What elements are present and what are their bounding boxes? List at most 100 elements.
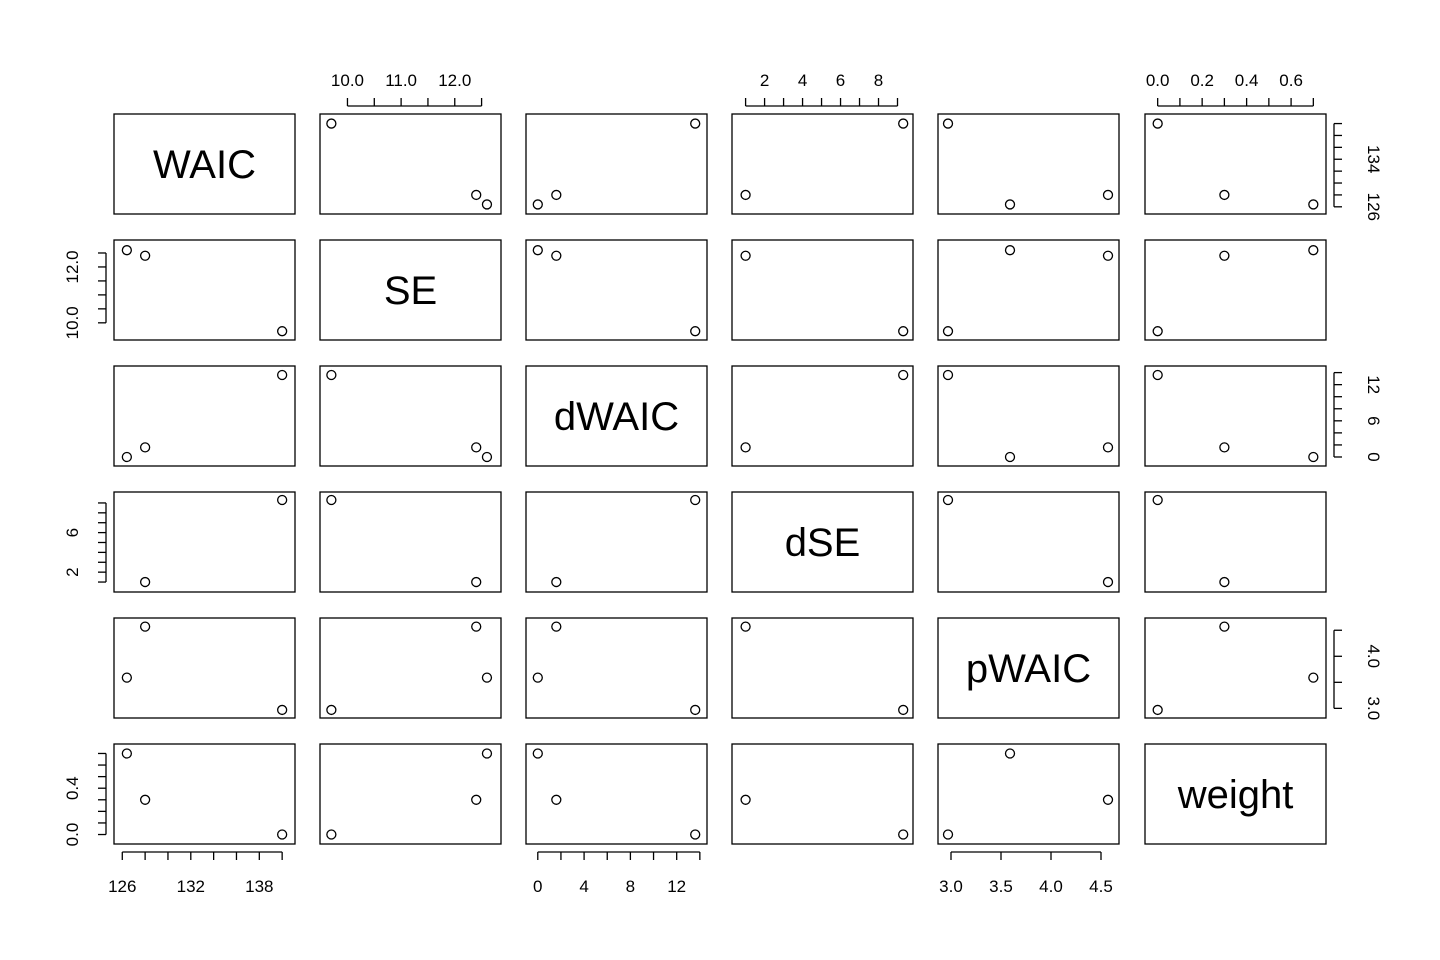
point-SE-vs-pWAIC-0 bbox=[942, 326, 954, 337]
point-pWAIC-vs-weight-1 bbox=[1308, 672, 1319, 683]
tick-label-SE_left-12: 12.0 bbox=[63, 250, 82, 283]
point-weight-vs-dWAIC-1 bbox=[532, 748, 543, 759]
point-dWAIC-vs-WAIC-0 bbox=[276, 369, 288, 381]
point-WAIC-vs-SE-1 bbox=[481, 199, 493, 210]
point-pWAIC-vs-weight-0 bbox=[1152, 704, 1163, 716]
point-SE-vs-weight-0 bbox=[1152, 326, 1163, 337]
panel-pWAIC-vs-WAIC bbox=[113, 617, 296, 719]
point-SE-vs-WAIC-1 bbox=[121, 245, 133, 256]
point-WAIC-vs-dWAIC-1 bbox=[532, 199, 543, 210]
point-SE-vs-dSE-0 bbox=[898, 326, 909, 337]
diag-label-dSE: dSE bbox=[785, 521, 861, 565]
tick-label-pWAIC_right-3: 3.0 bbox=[1364, 697, 1383, 721]
panel-dWAIC-vs-pWAIC bbox=[937, 365, 1120, 467]
panel-dWAIC-vs-SE bbox=[319, 365, 502, 467]
point-pWAIC-vs-SE-2 bbox=[471, 621, 482, 632]
point-WAIC-vs-weight-1 bbox=[1308, 199, 1319, 210]
panel-dSE-vs-pWAIC bbox=[937, 491, 1120, 593]
point-weight-vs-SE-0 bbox=[326, 829, 337, 840]
point-WAIC-vs-pWAIC-1 bbox=[1004, 199, 1016, 210]
point-dSE-vs-weight-0 bbox=[1152, 494, 1163, 506]
point-WAIC-vs-dSE-0 bbox=[898, 118, 909, 129]
tick-label-weight-0: 0.0 bbox=[1146, 71, 1170, 90]
tick-label-dWAIC_right-0: 0 bbox=[1364, 452, 1383, 461]
point-dWAIC-vs-dSE-0 bbox=[898, 369, 909, 381]
point-pWAIC-vs-WAIC-2 bbox=[139, 621, 151, 632]
point-SE-vs-pWAIC-1 bbox=[1004, 245, 1016, 256]
panel-pWAIC-vs-SE bbox=[319, 617, 502, 719]
point-dSE-vs-dWAIC-0 bbox=[690, 494, 701, 506]
point-dWAIC-vs-WAIC-2 bbox=[139, 442, 151, 453]
panel-pWAIC-vs-pWAIC bbox=[937, 617, 1120, 719]
tick-label-dWAIC-0: 0 bbox=[533, 877, 542, 896]
point-dWAIC-vs-WAIC-1 bbox=[121, 451, 133, 463]
point-WAIC-vs-pWAIC-2 bbox=[1102, 189, 1114, 201]
panel-SE-vs-pWAIC bbox=[937, 239, 1120, 341]
point-weight-vs-pWAIC-1 bbox=[1004, 748, 1016, 759]
tick-label-weight-0.4: 0.4 bbox=[1235, 71, 1259, 90]
panel-WAIC-vs-dSE bbox=[731, 113, 914, 215]
point-dWAIC-vs-weight-1 bbox=[1308, 451, 1319, 463]
panel-SE-vs-weight bbox=[1144, 239, 1327, 341]
point-pWAIC-vs-dWAIC-0 bbox=[690, 704, 701, 716]
point-pWAIC-vs-WAIC-0 bbox=[276, 704, 288, 716]
panel-pWAIC-vs-dSE bbox=[731, 617, 914, 719]
point-weight-vs-WAIC-1 bbox=[121, 748, 133, 759]
point-dWAIC-vs-pWAIC-1 bbox=[1004, 451, 1016, 463]
point-weight-vs-SE-2 bbox=[471, 794, 482, 805]
point-pWAIC-vs-SE-1 bbox=[481, 672, 493, 683]
point-dWAIC-vs-pWAIC-2 bbox=[1102, 442, 1114, 453]
diag-label-dWAIC: dWAIC bbox=[554, 395, 679, 439]
tick-label-dSE-8: 8 bbox=[874, 71, 883, 90]
panel-dSE-vs-dWAIC bbox=[525, 491, 708, 593]
tick-label-dWAIC-8: 8 bbox=[626, 877, 635, 896]
tick-label-SE-11: 11.0 bbox=[385, 71, 417, 90]
point-SE-vs-weight-2 bbox=[1219, 250, 1230, 261]
point-SE-vs-dSE-2 bbox=[740, 250, 751, 261]
tick-label-dWAIC_right-12: 12 bbox=[1364, 375, 1383, 394]
panel-weight-vs-SE bbox=[319, 743, 502, 845]
point-weight-vs-pWAIC-2 bbox=[1102, 794, 1114, 805]
point-pWAIC-vs-weight-2 bbox=[1219, 621, 1230, 632]
tick-label-pWAIC_right-4: 4.0 bbox=[1364, 644, 1383, 668]
point-SE-vs-dWAIC-1 bbox=[532, 245, 543, 256]
point-dSE-vs-SE-2 bbox=[471, 576, 482, 588]
point-dSE-vs-pWAIC-2 bbox=[1102, 576, 1114, 588]
tick-label-pWAIC-3: 3.0 bbox=[939, 877, 963, 896]
point-dSE-vs-weight-2 bbox=[1219, 576, 1230, 588]
tick-label-dWAIC-4: 4 bbox=[579, 877, 588, 896]
point-SE-vs-weight-1 bbox=[1308, 245, 1319, 256]
point-dWAIC-vs-weight-2 bbox=[1219, 442, 1230, 453]
tick-label-WAIC_left-138: 138 bbox=[245, 877, 273, 896]
tick-label-dSE-2: 2 bbox=[760, 71, 769, 90]
tick-label-dSE-4: 4 bbox=[798, 71, 807, 90]
tick-label-WAIC_left-126: 126 bbox=[108, 877, 136, 896]
tick-label-pWAIC-4.5: 4.5 bbox=[1089, 877, 1113, 896]
tick-label-WAIC-134: 134 bbox=[1364, 145, 1383, 173]
point-weight-vs-dSE-2 bbox=[740, 794, 751, 805]
tick-label-dWAIC-12: 12 bbox=[667, 877, 686, 896]
point-dWAIC-vs-SE-2 bbox=[471, 442, 482, 453]
tick-label-dSE_left-6: 6 bbox=[63, 528, 82, 537]
panel-dSE-vs-WAIC bbox=[113, 491, 296, 593]
point-weight-vs-WAIC-0 bbox=[276, 829, 288, 840]
panel-dSE-vs-weight bbox=[1144, 491, 1327, 593]
point-dWAIC-vs-SE-1 bbox=[481, 451, 493, 463]
panels-layer: WAIC SE dWAIC dSE pWAIC weight bbox=[113, 113, 1327, 845]
panel-WAIC-vs-SE bbox=[319, 113, 502, 215]
point-WAIC-vs-weight-0 bbox=[1152, 118, 1163, 129]
point-dSE-vs-SE-0 bbox=[326, 494, 337, 506]
point-dWAIC-vs-weight-0 bbox=[1152, 369, 1163, 381]
tick-label-dWAIC_right-6: 6 bbox=[1364, 416, 1383, 425]
point-WAIC-vs-weight-2 bbox=[1219, 189, 1230, 201]
point-weight-vs-dWAIC-2 bbox=[551, 794, 562, 805]
tick-label-weight-0.6: 0.6 bbox=[1279, 71, 1303, 90]
point-SE-vs-WAIC-0 bbox=[276, 326, 288, 337]
tick-label-dSE-6: 6 bbox=[836, 71, 845, 90]
tick-label-dSE_left-2: 2 bbox=[63, 567, 82, 576]
panel-WAIC-vs-weight bbox=[1144, 113, 1327, 215]
point-WAIC-vs-SE-2 bbox=[471, 189, 482, 201]
panel-dSE-vs-dSE bbox=[731, 491, 914, 593]
